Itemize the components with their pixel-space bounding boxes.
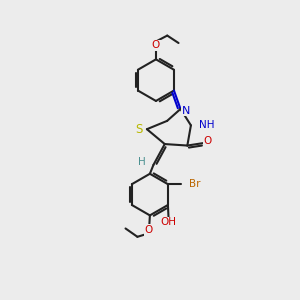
Text: O: O: [204, 136, 212, 146]
Text: O: O: [152, 40, 160, 50]
Text: NH: NH: [199, 120, 215, 130]
Text: OH: OH: [161, 217, 177, 227]
Text: H: H: [138, 157, 146, 167]
Text: S: S: [135, 123, 143, 136]
Text: Br: Br: [189, 179, 201, 189]
Text: N: N: [182, 106, 190, 116]
Text: O: O: [145, 225, 153, 235]
